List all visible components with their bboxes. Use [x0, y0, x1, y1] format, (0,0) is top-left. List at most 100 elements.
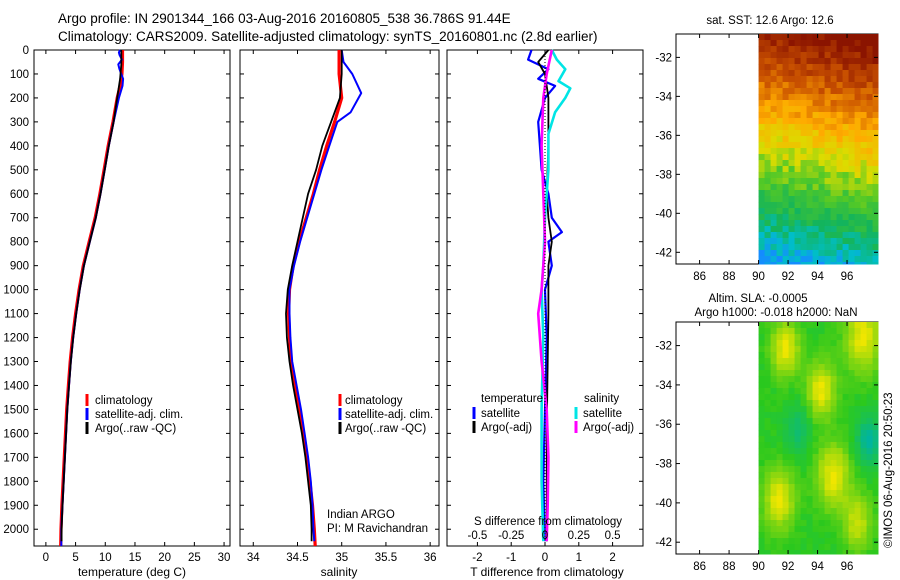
sla-cell: [770, 406, 778, 413]
sst-cell: [830, 94, 838, 101]
sst-cell: [842, 70, 850, 77]
sla-cell: [794, 346, 802, 353]
sst-heatmap: [758, 34, 879, 265]
sla-cell: [860, 406, 868, 413]
sla-cell: [770, 346, 778, 353]
x-tick-label: 0: [542, 552, 548, 564]
sst-cell: [872, 76, 879, 83]
sst-cell: [854, 106, 862, 113]
sla-cell: [758, 460, 766, 467]
sla-cell: [866, 466, 874, 473]
sla-cell: [770, 340, 778, 347]
sst-cell: [764, 220, 772, 227]
sla-cell: [818, 514, 826, 521]
sla-cell: [860, 334, 868, 341]
sla-cell: [854, 484, 862, 491]
sst-cell: [770, 226, 778, 233]
sst-cell: [800, 46, 808, 53]
sla-cell: [848, 376, 856, 383]
sla-cell: [764, 466, 772, 473]
sla-cell: [818, 406, 826, 413]
sst-cell: [806, 184, 814, 191]
sst-cell: [842, 214, 850, 221]
sla-cell: [782, 508, 790, 515]
sst-cell: [866, 172, 874, 179]
sst-cell: [758, 202, 766, 209]
sst-cell: [848, 52, 856, 59]
sst-cell: [806, 34, 814, 41]
sst-cell: [830, 130, 838, 137]
sst-cell: [776, 172, 784, 179]
sst-cell: [860, 34, 868, 41]
sst-cell: [818, 256, 826, 263]
sla-cell: [854, 502, 862, 509]
sla-cell: [806, 388, 814, 395]
sst-cell: [866, 76, 874, 83]
sla-cell: [794, 538, 802, 545]
sla-cell: [860, 442, 868, 449]
sla-cell: [800, 532, 808, 539]
sst-cell: [854, 154, 862, 161]
sst-cell: [764, 148, 772, 155]
sst-cell: [812, 130, 820, 137]
sst-cell: [812, 214, 820, 221]
sla-cell: [872, 454, 879, 461]
sla-cell: [818, 442, 826, 449]
sla-cell: [836, 340, 844, 347]
sst-cell: [842, 58, 850, 65]
sst-cell: [866, 118, 874, 125]
sla-cell: [872, 346, 879, 353]
sla-cell: [770, 328, 778, 335]
sla-cell: [776, 406, 784, 413]
sla-cell: [848, 520, 856, 527]
sla-cell: [770, 502, 778, 509]
sla-cell: [770, 514, 778, 521]
sst-cell: [818, 82, 826, 89]
sla-cell: [770, 484, 778, 491]
sla-cell: [848, 490, 856, 497]
sla-cell: [776, 478, 784, 485]
sst-cell: [800, 34, 808, 41]
sst-cell: [794, 202, 802, 209]
sst-cell: [824, 226, 832, 233]
sst-cell: [788, 196, 796, 203]
sst-cell: [758, 208, 766, 215]
sst-cell: [758, 226, 766, 233]
sla-cell: [806, 460, 814, 467]
sst-cell: [758, 214, 766, 221]
sst-cell: [788, 184, 796, 191]
sla-cell: [812, 484, 820, 491]
sla-cell: [806, 394, 814, 401]
sst-cell: [848, 148, 856, 155]
sla-cell: [770, 418, 778, 425]
sla-cell: [764, 430, 772, 437]
sst-cell: [770, 82, 778, 89]
legend-argo: Argo(..raw -QC): [95, 423, 176, 435]
sla-cell: [824, 352, 832, 359]
sst-cell: [860, 226, 868, 233]
sla-cell: [794, 400, 802, 407]
sst-cell: [788, 130, 796, 137]
sla-cell: [770, 358, 778, 365]
sla-cell: [776, 508, 784, 515]
sst-cell: [866, 64, 874, 71]
sst-cell: [848, 190, 856, 197]
sst-cell: [764, 160, 772, 167]
sst-cell: [764, 106, 772, 113]
sst-cell: [842, 100, 850, 107]
sla-cell: [812, 496, 820, 503]
map-y-tick-label: -42: [655, 247, 672, 259]
sst-cell: [848, 154, 856, 161]
sst-cell: [764, 124, 772, 131]
s-scale-tick-label: 0.25: [568, 530, 590, 542]
sst-cell: [770, 262, 778, 265]
sst-cell: [812, 112, 820, 119]
sla-cell: [854, 334, 862, 341]
sla-cell: [794, 532, 802, 539]
sst-cell: [794, 124, 802, 131]
sla-cell: [812, 406, 820, 413]
sst-cell: [770, 172, 778, 179]
depth-tick-label: 500: [10, 165, 29, 177]
sla-cell: [836, 424, 844, 431]
sla-cell: [764, 442, 772, 449]
